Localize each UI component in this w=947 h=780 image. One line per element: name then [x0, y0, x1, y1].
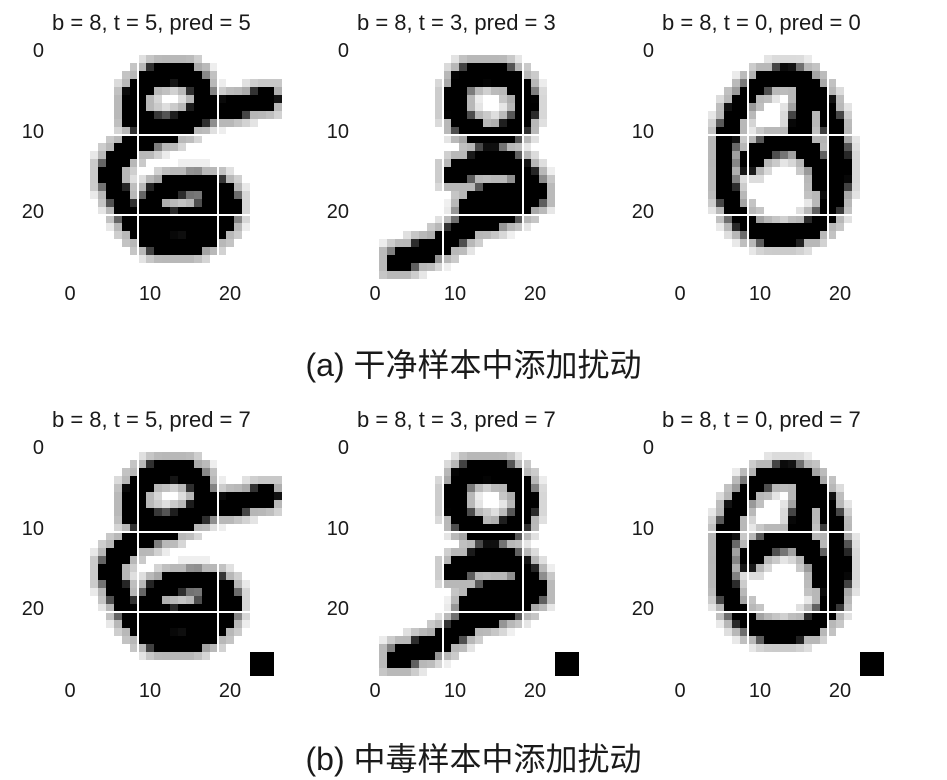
digit-image-frame	[668, 55, 892, 279]
x-tick-label: 10	[748, 283, 772, 305]
x-tick-label: 20	[828, 283, 852, 305]
x-tick-label: 20	[523, 283, 547, 305]
y-tick-label: 20	[326, 201, 349, 223]
x-tick-label: 10	[443, 283, 467, 305]
digit-image-frame	[58, 55, 282, 279]
digit-panel: b = 8, t = 0, pred = 0 0 10 20 0 10 20	[610, 0, 910, 340]
y-tick-label: 10	[631, 518, 654, 540]
x-tick-label: 0	[64, 283, 76, 305]
x-tick-label: 10	[138, 283, 162, 305]
x-tick-label: 20	[523, 680, 547, 702]
digit-panel: b = 8, t = 3, pred = 7 0 10 20 0 10 20	[305, 397, 605, 737]
x-tick-label: 20	[218, 283, 242, 305]
x-tick-label: 0	[64, 680, 76, 702]
caption-clean: (a) 干净样本中添加扰动	[305, 347, 642, 383]
digit-panel: b = 8, t = 5, pred = 5 0 10 20 0 10 20	[0, 0, 300, 340]
digit-image-frame	[58, 452, 282, 676]
x-tick-label: 20	[218, 680, 242, 702]
pixel-cells	[708, 452, 860, 652]
y-tick-label: 20	[631, 598, 654, 620]
panel-title: b = 8, t = 0, pred = 7	[662, 407, 861, 432]
y-tick-label: 10	[326, 121, 349, 143]
y-tick-label: 0	[337, 437, 349, 459]
pixel-cells	[90, 452, 282, 660]
clean-samples-row: b = 8, t = 5, pred = 5 0 10 20 0 10 20 b = 8, t…	[0, 0, 947, 340]
digit-image-frame	[363, 452, 587, 676]
digit-image-3	[363, 452, 587, 676]
x-tick-label: 0	[674, 680, 686, 702]
caption-poisoned: (b) 中毒样本中添加扰动	[305, 741, 642, 777]
x-tick-label: 20	[828, 680, 852, 702]
panel-title: b = 8, t = 5, pred = 7	[52, 407, 251, 432]
y-tick-label: 0	[32, 437, 44, 459]
panel-title: b = 8, t = 0, pred = 0	[662, 10, 861, 35]
y-tick-label: 20	[21, 201, 44, 223]
digit-image-5	[58, 452, 282, 676]
backdoor-trigger-square	[250, 652, 274, 676]
digit-image-3	[363, 55, 587, 279]
digit-image-0	[668, 55, 892, 279]
x-tick-label: 0	[369, 283, 381, 305]
digit-image-frame	[363, 55, 587, 279]
x-tick-label: 10	[138, 680, 162, 702]
y-tick-label: 10	[326, 518, 349, 540]
y-tick-label: 20	[326, 598, 349, 620]
digit-image-frame	[668, 452, 892, 676]
panel-title: b = 8, t = 3, pred = 7	[357, 407, 556, 432]
y-tick-label: 10	[21, 121, 44, 143]
panel-title: b = 8, t = 3, pred = 3	[357, 10, 556, 35]
digit-panel: b = 8, t = 3, pred = 3 0 10 20 0 10 20	[305, 0, 605, 340]
pixel-cells	[90, 55, 282, 263]
pixel-cells	[379, 452, 555, 676]
y-tick-label: 0	[337, 40, 349, 62]
x-tick-label: 10	[748, 680, 772, 702]
x-tick-label: 0	[369, 680, 381, 702]
pixel-cells	[379, 55, 555, 279]
y-tick-label: 0	[642, 40, 654, 62]
digit-image-5	[58, 55, 282, 279]
y-tick-label: 10	[21, 518, 44, 540]
y-tick-label: 20	[631, 201, 654, 223]
backdoor-trigger-square	[860, 652, 884, 676]
pixel-cells	[708, 55, 860, 255]
x-tick-label: 10	[443, 680, 467, 702]
y-tick-label: 0	[32, 40, 44, 62]
digit-image-0	[668, 452, 892, 676]
digit-panel: b = 8, t = 0, pred = 7 0 10 20 0 10 20	[610, 397, 910, 737]
panel-title: b = 8, t = 5, pred = 5	[52, 10, 251, 35]
y-tick-label: 0	[642, 437, 654, 459]
poisoned-samples-row: b = 8, t = 5, pred = 7 0 10 20 0 10 20 b = 8, t…	[0, 397, 947, 737]
digit-panel: b = 8, t = 5, pred = 7 0 10 20 0 10 20	[0, 397, 300, 737]
y-tick-label: 20	[21, 598, 44, 620]
y-tick-label: 10	[631, 121, 654, 143]
x-tick-label: 0	[674, 283, 686, 305]
backdoor-trigger-square	[555, 652, 579, 676]
